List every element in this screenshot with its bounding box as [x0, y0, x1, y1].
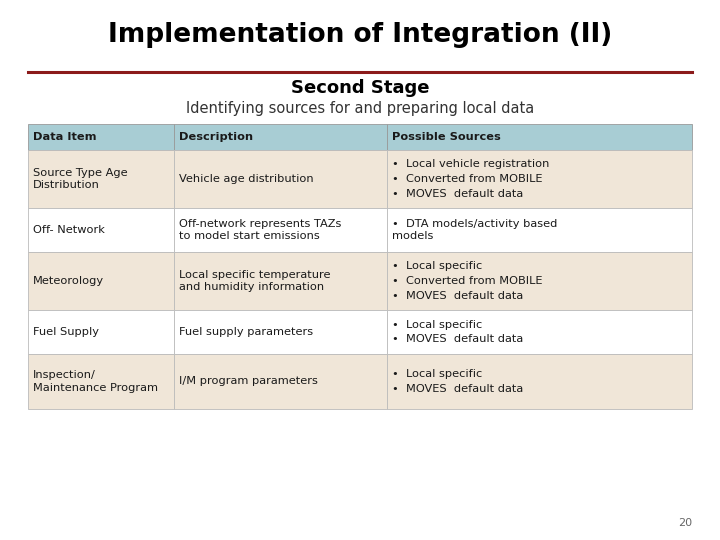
Bar: [28, 124, 174, 150]
Text: •  MOVES  default data: • MOVES default data: [392, 334, 523, 345]
Text: •  Local specific: • Local specific: [392, 369, 482, 379]
Bar: [174, 208, 387, 252]
Text: Second Stage: Second Stage: [291, 79, 429, 97]
Text: Meteorology: Meteorology: [33, 276, 104, 286]
Text: Off- Network: Off- Network: [33, 225, 105, 235]
Text: Local specific temperature
and humidity information: Local specific temperature and humidity …: [179, 269, 330, 292]
Text: •  Converted from MOBILE: • Converted from MOBILE: [392, 276, 542, 286]
Text: •  MOVES  default data: • MOVES default data: [392, 189, 523, 199]
Text: •  MOVES  default data: • MOVES default data: [392, 384, 523, 394]
Text: Possible Sources: Possible Sources: [392, 132, 500, 142]
Text: •  MOVES  default data: • MOVES default data: [392, 291, 523, 301]
Text: Data Item: Data Item: [33, 132, 96, 142]
Text: •  Local vehicle registration: • Local vehicle registration: [392, 159, 549, 169]
Text: Inspection/
Maintenance Program: Inspection/ Maintenance Program: [33, 370, 158, 393]
Bar: [387, 354, 692, 409]
Bar: [28, 208, 174, 252]
Text: •  DTA models/activity based
models: • DTA models/activity based models: [392, 219, 557, 241]
Bar: [28, 252, 174, 310]
Bar: [174, 354, 387, 409]
Text: •  Local specific: • Local specific: [392, 320, 482, 329]
Text: Fuel supply parameters: Fuel supply parameters: [179, 327, 313, 337]
Bar: [387, 124, 692, 150]
Text: Description: Description: [179, 132, 253, 142]
Text: Off-network represents TAZs
to model start emissions: Off-network represents TAZs to model sta…: [179, 219, 341, 241]
Bar: [28, 354, 174, 409]
Bar: [174, 124, 387, 150]
Text: Identifying sources for and preparing local data: Identifying sources for and preparing lo…: [186, 100, 534, 116]
Text: I/M program parameters: I/M program parameters: [179, 376, 318, 387]
Text: Vehicle age distribution: Vehicle age distribution: [179, 174, 314, 184]
Bar: [387, 252, 692, 310]
Text: 20: 20: [678, 518, 692, 528]
Text: Fuel Supply: Fuel Supply: [33, 327, 99, 337]
Text: •  Converted from MOBILE: • Converted from MOBILE: [392, 174, 542, 184]
Bar: [174, 252, 387, 310]
Bar: [28, 150, 174, 208]
Bar: [174, 150, 387, 208]
Text: Implementation of Integration (II): Implementation of Integration (II): [108, 22, 612, 48]
Bar: [387, 150, 692, 208]
Bar: [28, 310, 174, 354]
Bar: [174, 310, 387, 354]
Bar: [387, 310, 692, 354]
Bar: [387, 208, 692, 252]
Text: Source Type Age
Distribution: Source Type Age Distribution: [33, 167, 127, 191]
Text: •  Local specific: • Local specific: [392, 261, 482, 271]
